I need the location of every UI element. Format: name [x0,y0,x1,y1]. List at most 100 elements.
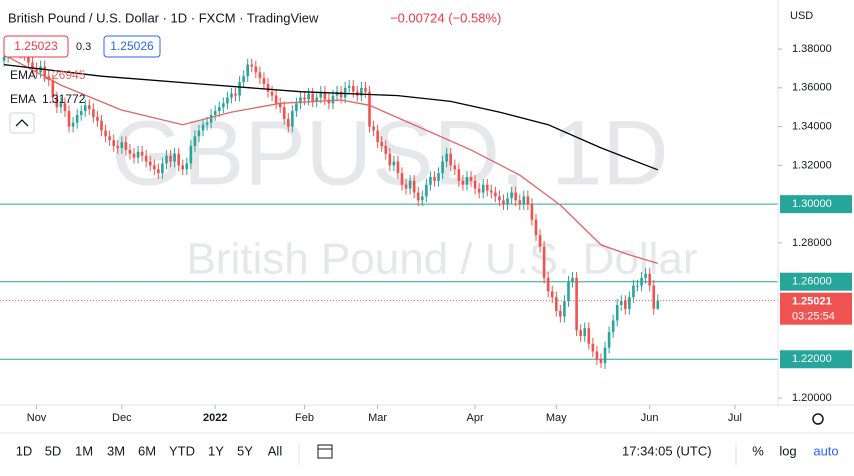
sell-price[interactable]: 1.25023 [14,39,58,53]
x-tick-label: Jul [728,412,742,424]
candle-body [433,177,436,181]
candle-body [278,103,282,108]
x-tick-label: Dec [112,412,132,424]
candle-body [132,153,136,158]
range-button[interactable]: 6M [138,443,156,458]
last-price-box [780,292,852,325]
candle-body [266,83,270,92]
candle-body [538,235,542,247]
level-label: 1.26000 [792,276,832,288]
candle-body [136,151,140,158]
candle-body [148,161,152,166]
candle-body [437,173,440,181]
candle-body [494,192,497,197]
candle-body [563,301,566,317]
candle-body [498,196,501,201]
range-button[interactable]: YTD [169,443,195,458]
range-button[interactable]: All [268,443,283,458]
calendar-icon[interactable] [317,444,333,459]
price-change: −0.00724 (−0.58%) [390,10,501,25]
candle-body [518,200,522,205]
candle-body [51,80,55,98]
range-button[interactable]: 5Y [237,443,253,458]
candle-body [307,93,310,100]
candle-body [506,198,509,205]
candle-body [619,301,623,305]
buy-price[interactable]: 1.25026 [110,39,154,53]
scale-option[interactable]: log [779,443,796,458]
candle-body [331,95,335,104]
candle-body [648,273,651,286]
indicator-value: 1.31772 [42,92,86,106]
candle-body [360,87,363,96]
candle-body [542,246,546,278]
collapse-button[interactable] [9,112,35,134]
candle-body [213,111,217,115]
candle-body [583,328,587,336]
watermark-description: British Pound / U.S. Dollar [186,235,697,284]
candle-body [534,219,538,236]
axes: 1.38000 1.36000 1.34000 1.32000 1.28000 1.200… [27,43,852,424]
candle-body [226,97,229,104]
indicator-name: EMA [10,68,36,82]
candle-body [575,277,578,331]
candle-body [67,111,71,127]
candle-body [384,145,388,154]
candle-body [282,107,286,119]
candle-body [607,332,611,348]
candle-body [477,188,481,193]
settings-icon[interactable] [812,413,824,425]
candle-body [83,105,87,112]
candle-body [420,196,424,201]
candle-body [104,130,107,137]
range-button[interactable]: 1D [16,443,33,458]
scale-option[interactable]: auto [813,443,838,458]
candle-body [339,91,343,98]
candle-body [35,68,38,73]
range-button[interactable]: 5D [45,443,62,458]
candle-body [201,124,205,131]
candle-body [376,130,379,143]
candle-body [554,297,558,311]
candle-body [416,192,420,201]
candle-body [453,165,457,170]
candle-body [351,85,355,92]
candle-body [372,126,375,131]
candle-body [636,285,639,287]
candle-body [611,320,615,333]
x-tick-label: Nov [27,412,47,424]
candle-body [457,169,461,181]
candle-body [258,72,262,79]
candle-body [230,93,233,98]
last-price-label: 1.25021 [792,296,832,308]
scale-option[interactable]: % [752,443,764,458]
candle-body [652,285,656,309]
range-button[interactable]: 1M [75,443,93,458]
candle-body [71,122,75,127]
sell-button[interactable] [3,35,69,58]
candle-body [319,91,323,98]
candle-body [161,163,164,174]
range-button[interactable]: 3M [107,443,125,458]
candle-body [587,328,591,344]
buy-button[interactable] [103,35,161,58]
candle-body [465,177,469,185]
y-tick-label: 1.36000 [792,82,832,94]
candle-body [368,91,371,127]
candle-body [299,97,302,104]
candle-body [473,180,477,189]
calendar-frame [317,444,333,459]
clock[interactable]: 17:34:05 (UTC) [622,443,712,458]
candle-body [242,76,245,83]
range-button[interactable]: 1Y [208,443,224,458]
y-tick-label: 1.32000 [792,159,832,171]
plot-area [0,39,778,369]
candle-body [579,330,582,336]
candle-body [250,64,254,67]
x-tick-label: Jun [641,412,659,424]
candle-body [546,277,550,292]
candle-body [640,277,643,286]
level-label-box [780,195,852,214]
ema-line [4,63,659,171]
